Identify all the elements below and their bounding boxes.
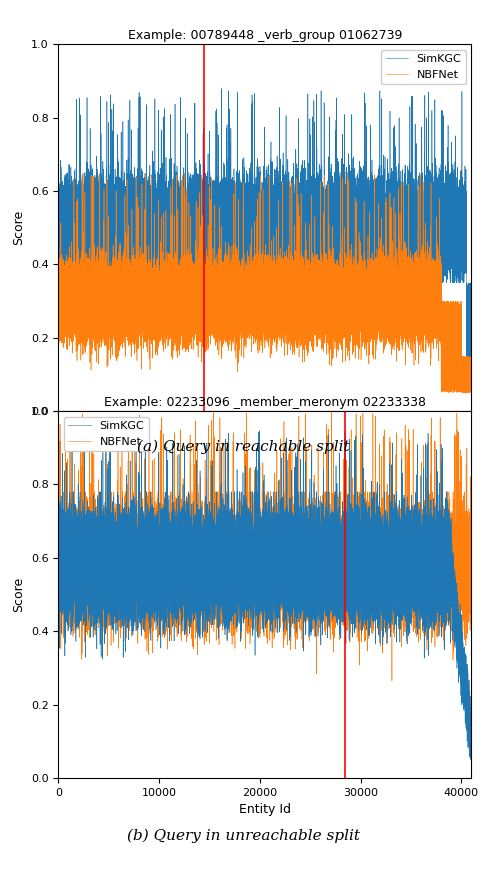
NBFNet xyxy=(204,548,210,559)
NBFNet xyxy=(330,539,336,550)
SimKGC xyxy=(167,207,173,217)
NBFNet xyxy=(172,535,177,545)
SimKGC xyxy=(139,424,144,435)
SimKGC xyxy=(468,754,474,765)
NBFNet xyxy=(330,313,336,324)
Line: SimKGC: SimKGC xyxy=(58,430,471,759)
Y-axis label: Score: Score xyxy=(12,210,25,245)
Line: NBFNet: NBFNet xyxy=(58,173,471,392)
NBFNet xyxy=(468,355,474,366)
NBFNet xyxy=(55,560,61,570)
SimKGC xyxy=(55,532,61,543)
SimKGC xyxy=(204,236,210,247)
Title: Example: 00789448 _verb_group 01062739: Example: 00789448 _verb_group 01062739 xyxy=(128,28,402,42)
SimKGC xyxy=(381,226,387,237)
NBFNet xyxy=(55,330,61,340)
SimKGC xyxy=(330,541,336,552)
Text: (a) Query in reachable split: (a) Query in reachable split xyxy=(137,439,349,453)
NBFNet xyxy=(167,552,173,562)
Y-axis label: Score: Score xyxy=(12,577,25,612)
NBFNet xyxy=(172,296,177,307)
Line: SimKGC: SimKGC xyxy=(58,88,471,392)
SimKGC xyxy=(167,567,173,577)
NBFNet xyxy=(381,575,387,585)
SimKGC xyxy=(468,728,474,739)
NBFNet xyxy=(389,675,395,686)
SimKGC xyxy=(172,232,177,243)
NBFNet xyxy=(468,555,474,566)
SimKGC xyxy=(330,226,336,237)
NBFNet xyxy=(460,540,466,551)
NBFNet xyxy=(204,275,210,286)
X-axis label: Entity Id: Entity Id xyxy=(239,804,291,816)
NBFNet xyxy=(463,387,469,398)
SimKGC xyxy=(218,83,224,94)
SimKGC xyxy=(381,519,387,530)
NBFNet xyxy=(381,300,387,310)
Legend: SimKGC, NBFNet: SimKGC, NBFNet xyxy=(64,416,149,451)
SimKGC xyxy=(468,296,474,307)
Legend: SimKGC, NBFNet: SimKGC, NBFNet xyxy=(381,50,466,84)
SimKGC xyxy=(172,537,177,547)
SimKGC xyxy=(204,524,210,535)
Line: NBFNet: NBFNet xyxy=(58,412,471,681)
Title: Example: 02233096 _member_meronym 02233338: Example: 02233096 _member_meronym 022333… xyxy=(104,395,426,408)
SimKGC xyxy=(464,387,469,398)
SimKGC xyxy=(460,675,466,686)
NBFNet xyxy=(167,323,173,333)
NBFNet xyxy=(80,168,86,179)
SimKGC xyxy=(55,219,61,230)
SimKGC xyxy=(460,207,466,217)
Text: (b) Query in unreachable split: (b) Query in unreachable split xyxy=(126,828,360,842)
NBFNet xyxy=(329,407,334,417)
NBFNet xyxy=(460,366,466,377)
